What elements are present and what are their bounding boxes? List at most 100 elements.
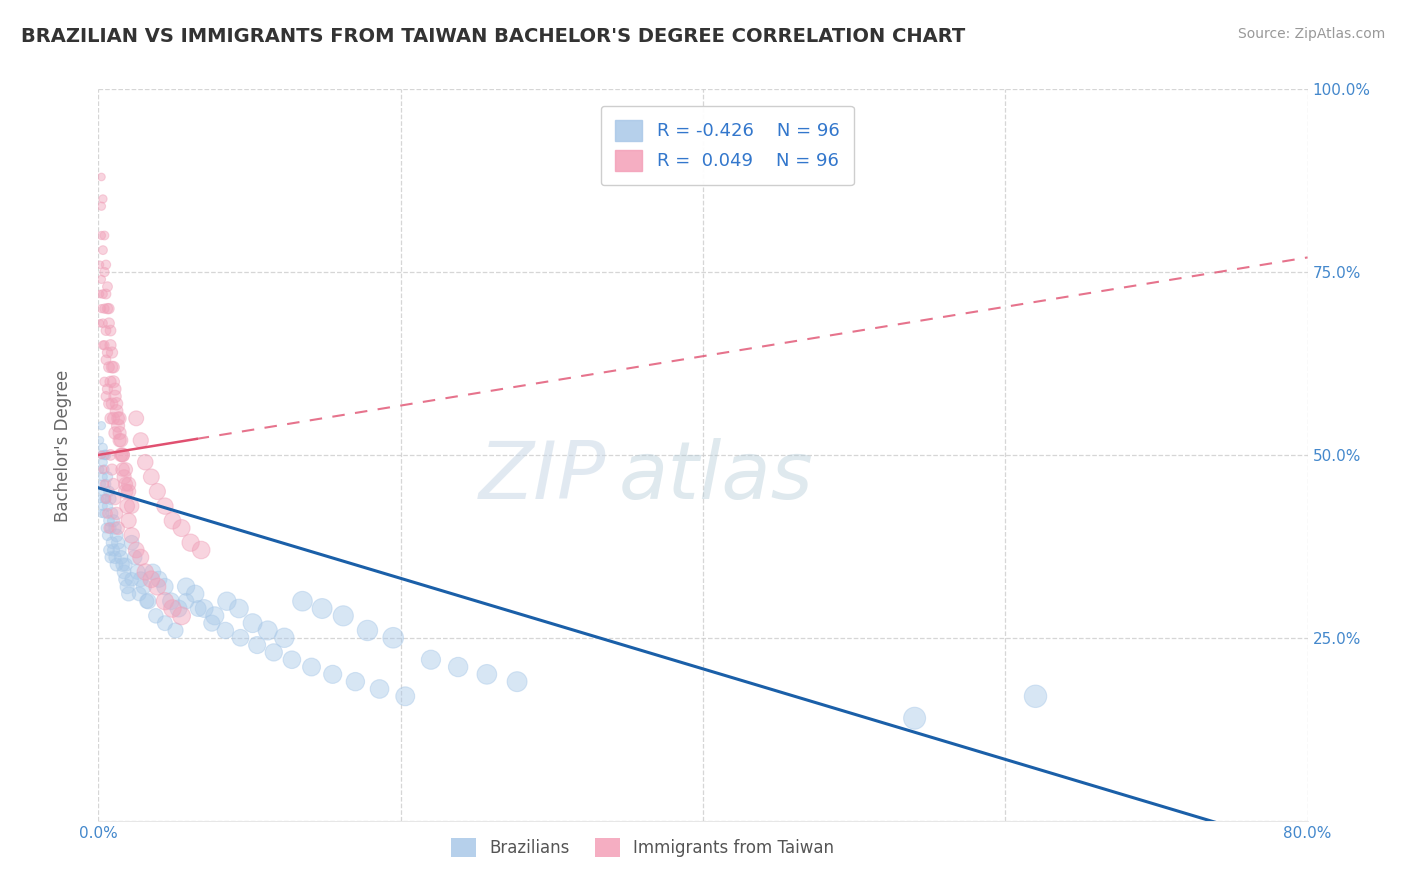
Point bbox=[90, 448, 112, 462]
Point bbox=[124, 550, 146, 565]
Point bbox=[104, 521, 127, 535]
Point bbox=[101, 462, 124, 476]
Point bbox=[187, 601, 209, 615]
Point bbox=[90, 418, 112, 433]
Point bbox=[112, 470, 135, 484]
Point bbox=[153, 616, 176, 631]
Point bbox=[103, 477, 125, 491]
Point bbox=[104, 389, 127, 403]
Point bbox=[145, 608, 167, 623]
Point bbox=[180, 535, 202, 549]
Point bbox=[104, 550, 127, 565]
Point bbox=[101, 507, 124, 521]
Point bbox=[228, 601, 250, 615]
Point bbox=[96, 345, 118, 359]
Point bbox=[394, 690, 416, 704]
Point bbox=[98, 301, 121, 316]
Point bbox=[93, 448, 115, 462]
Point bbox=[94, 324, 117, 338]
Point bbox=[118, 484, 141, 499]
Point bbox=[91, 338, 114, 352]
Point bbox=[301, 660, 323, 674]
Point bbox=[100, 491, 122, 506]
Point bbox=[146, 580, 169, 594]
Point bbox=[107, 535, 129, 549]
Point bbox=[121, 535, 143, 549]
Point bbox=[121, 572, 143, 586]
Point bbox=[162, 514, 184, 528]
Point bbox=[94, 389, 117, 403]
Point bbox=[110, 550, 132, 565]
Point bbox=[101, 345, 124, 359]
Point bbox=[170, 608, 193, 623]
Point bbox=[118, 477, 141, 491]
Point bbox=[96, 382, 118, 396]
Point bbox=[96, 507, 118, 521]
Point bbox=[108, 543, 131, 558]
Point bbox=[1024, 690, 1046, 704]
Point bbox=[89, 434, 111, 448]
Point bbox=[160, 594, 183, 608]
Point bbox=[128, 587, 150, 601]
Point bbox=[98, 484, 121, 499]
Point bbox=[91, 192, 114, 206]
Point bbox=[107, 411, 129, 425]
Point bbox=[94, 448, 117, 462]
Point bbox=[93, 507, 115, 521]
Point bbox=[332, 608, 354, 623]
Point bbox=[98, 543, 121, 558]
Point bbox=[91, 499, 114, 513]
Point bbox=[114, 462, 136, 476]
Point bbox=[204, 608, 226, 623]
Point bbox=[94, 477, 117, 491]
Point bbox=[96, 470, 118, 484]
Text: Bachelor's Degree: Bachelor's Degree bbox=[55, 370, 72, 522]
Point bbox=[447, 660, 470, 674]
Point bbox=[127, 565, 149, 579]
Point bbox=[91, 287, 114, 301]
Point bbox=[291, 594, 314, 608]
Point bbox=[148, 572, 170, 586]
Point bbox=[90, 228, 112, 243]
Point bbox=[118, 514, 141, 528]
Point bbox=[96, 499, 118, 513]
Point bbox=[93, 265, 115, 279]
Point bbox=[100, 411, 122, 425]
Point bbox=[111, 558, 134, 572]
Point bbox=[94, 521, 117, 535]
Point bbox=[100, 550, 122, 565]
Point bbox=[110, 434, 132, 448]
Point bbox=[91, 441, 114, 455]
Point bbox=[93, 375, 115, 389]
Point bbox=[103, 411, 125, 425]
Point bbox=[121, 528, 143, 542]
Point bbox=[101, 535, 124, 549]
Point bbox=[135, 594, 157, 608]
Point bbox=[104, 491, 127, 506]
Point bbox=[91, 243, 114, 257]
Point bbox=[121, 499, 143, 513]
Point bbox=[89, 258, 111, 272]
Point bbox=[382, 631, 405, 645]
Point bbox=[153, 499, 176, 513]
Point bbox=[368, 681, 391, 696]
Point bbox=[242, 616, 264, 631]
Point bbox=[105, 528, 128, 542]
Point bbox=[90, 272, 112, 286]
Point bbox=[91, 462, 114, 476]
Point bbox=[90, 301, 112, 316]
Point bbox=[103, 360, 125, 375]
Point bbox=[107, 521, 129, 535]
Point bbox=[506, 674, 529, 689]
Point bbox=[111, 448, 134, 462]
Point bbox=[100, 324, 122, 338]
Point bbox=[167, 601, 190, 615]
Point bbox=[142, 565, 165, 579]
Point bbox=[125, 543, 148, 558]
Point bbox=[141, 470, 163, 484]
Point bbox=[104, 425, 127, 440]
Point bbox=[201, 616, 224, 631]
Point bbox=[94, 287, 117, 301]
Point bbox=[281, 653, 304, 667]
Point bbox=[153, 580, 176, 594]
